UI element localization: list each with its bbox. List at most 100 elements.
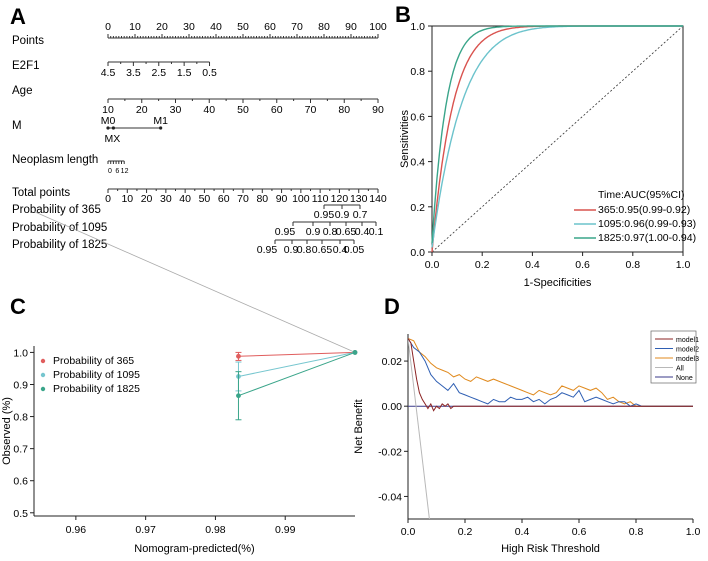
cal-ytick-label: 0.6 (13, 476, 28, 488)
cal-xlabel: Nomogram-predicted(%) (134, 543, 254, 555)
roc-xtick-label: 0.8 (625, 259, 640, 271)
dca-xtick-label: 1.0 (686, 526, 701, 538)
cal-series-line (238, 351, 356, 397)
roc-xlabel: 1-Specificities (524, 277, 592, 289)
e2f1-tick-label: 0.5 (202, 67, 217, 79)
dca-ytick-label: -0.02 (378, 446, 402, 458)
nomogram-label-p365: Probability of 365 (12, 204, 101, 216)
m-tick-label: M0 (101, 115, 116, 127)
cal-point (352, 350, 358, 355)
cal-legend-swatch (40, 372, 46, 378)
cal-series-line (238, 351, 356, 357)
roc-ytick-label: 0.0 (410, 247, 425, 259)
age-tick-label: 30 (170, 104, 182, 116)
points-tick-label: 40 (210, 21, 222, 33)
m-point (159, 126, 163, 130)
total-tick-label: 120 (331, 193, 349, 205)
roc-legend-title: Time:AUC(95%CI) (598, 189, 685, 201)
cal-ytick-label: 0.9 (13, 379, 28, 391)
total-tick-label: 110 (312, 193, 329, 205)
panel-letter-b: B (395, 2, 411, 27)
dca-series-line (408, 338, 693, 412)
age-tick-label: 10 (102, 104, 114, 116)
age-tick-label: 60 (271, 104, 283, 116)
points-tick-label: 60 (264, 21, 276, 33)
m-point (106, 126, 110, 130)
p1095-tick-label: 0.9 (306, 226, 321, 238)
points-tick-label: 20 (156, 21, 168, 33)
dca-ytick-label: 0.00 (382, 401, 403, 413)
p1825-tick-label: 0.65 (312, 244, 333, 256)
roc-xtick-label: 0.2 (475, 259, 490, 271)
dca-legend-label: model2 (676, 347, 699, 354)
dca-series-line (408, 338, 693, 407)
e2f1-tick-label: 4.5 (101, 67, 116, 79)
dca-legend-label: All (676, 366, 684, 373)
p365-tick-label: 0.9 (335, 209, 350, 221)
total-tick-label: 60 (218, 193, 230, 205)
cal-ytick-label: 0.8 (13, 412, 28, 424)
p365-tick-label: 0.95 (314, 209, 335, 221)
roc-ytick-label: 0.6 (410, 111, 425, 123)
p1825-tick-label: 0.9 (284, 244, 299, 256)
roc-diagonal (431, 25, 684, 253)
total-tick-label: 20 (141, 193, 153, 205)
cal-ytick-label: 0.7 (13, 444, 28, 456)
p365-tick-label: 0.7 (353, 209, 368, 221)
e2f1-tick-label: 2.5 (151, 67, 166, 79)
dca-xtick-label: 0.0 (401, 526, 416, 538)
age-tick-label: 90 (372, 104, 384, 116)
total-tick-label: 30 (160, 193, 172, 205)
p1825-tick-label: 0.05 (344, 244, 365, 256)
dca-ylabel: Net Benefit (353, 399, 365, 453)
p1095-tick-label: 0.4 (355, 226, 370, 238)
dca-legend-label: None (676, 375, 693, 382)
m-point (111, 126, 115, 130)
dca-xtick-label: 0.4 (515, 526, 530, 538)
panel-letter-a: A (10, 4, 26, 29)
dca-ytick-label: 0.02 (382, 356, 403, 368)
dca-xtick-label: 0.8 (629, 526, 644, 538)
points-tick-label: 30 (183, 21, 195, 33)
total-tick-label: 130 (350, 193, 368, 205)
cal-xtick-label: 0.99 (275, 524, 296, 536)
total-tick-label: 10 (121, 193, 133, 205)
cal-point (236, 353, 241, 359)
dca-series-line (408, 338, 693, 407)
cal-legend-label: Probability of 1825 (53, 383, 140, 395)
age-tick-label: 80 (338, 104, 350, 116)
dca-ytick-label: -0.04 (378, 491, 402, 503)
cal-legend-label: Probability of 365 (53, 355, 134, 367)
nomogram-label-neo: Neoplasm length (12, 154, 98, 166)
dca-legend-label: model3 (676, 356, 699, 363)
p1095-tick-label: 0.65 (336, 226, 357, 238)
total-tick-label: 50 (199, 193, 211, 205)
roc-xtick-label: 0.4 (525, 259, 540, 271)
dca-xtick-label: 0.6 (572, 526, 587, 538)
cal-reference-line (33, 211, 356, 353)
e2f1-tick-label: 3.5 (126, 67, 141, 79)
roc-legend-label: 365:0.95(0.99-0.92) (598, 204, 690, 216)
dca-xtick-label: 0.2 (458, 526, 473, 538)
neo-tick-label: 12 (121, 168, 129, 175)
panel-letter-d: D (384, 294, 400, 319)
dca-legend-box (650, 330, 697, 384)
roc-ylabel: Sensitivities (399, 109, 411, 168)
roc-xtick-label: 0.6 (575, 259, 590, 271)
cal-legend-swatch (40, 358, 46, 364)
nomogram-label-p1825: Probability of 1825 (12, 239, 107, 251)
age-tick-label: 20 (136, 104, 148, 116)
roc-series-line (431, 25, 683, 244)
nomogram-label-age: Age (12, 85, 32, 97)
calibration-panel: 0.96 0.97 0.98 0.990.50.60.70.80.91.0Nomogr… (1, 211, 358, 555)
cal-ytick-label: 0.5 (13, 508, 28, 520)
nomogram-label-total: Total points (12, 187, 70, 199)
p1095-tick-label: 0.1 (369, 226, 384, 238)
nomogram-label-e2f1: E2F1 (12, 60, 40, 72)
cal-xtick-label: 0.96 (66, 524, 87, 536)
cal-ylabel: Observed (%) (1, 397, 13, 465)
total-tick-label: 80 (256, 193, 268, 205)
total-tick-label: 140 (369, 193, 387, 205)
dca-xlabel: High Risk Threshold (501, 543, 600, 555)
